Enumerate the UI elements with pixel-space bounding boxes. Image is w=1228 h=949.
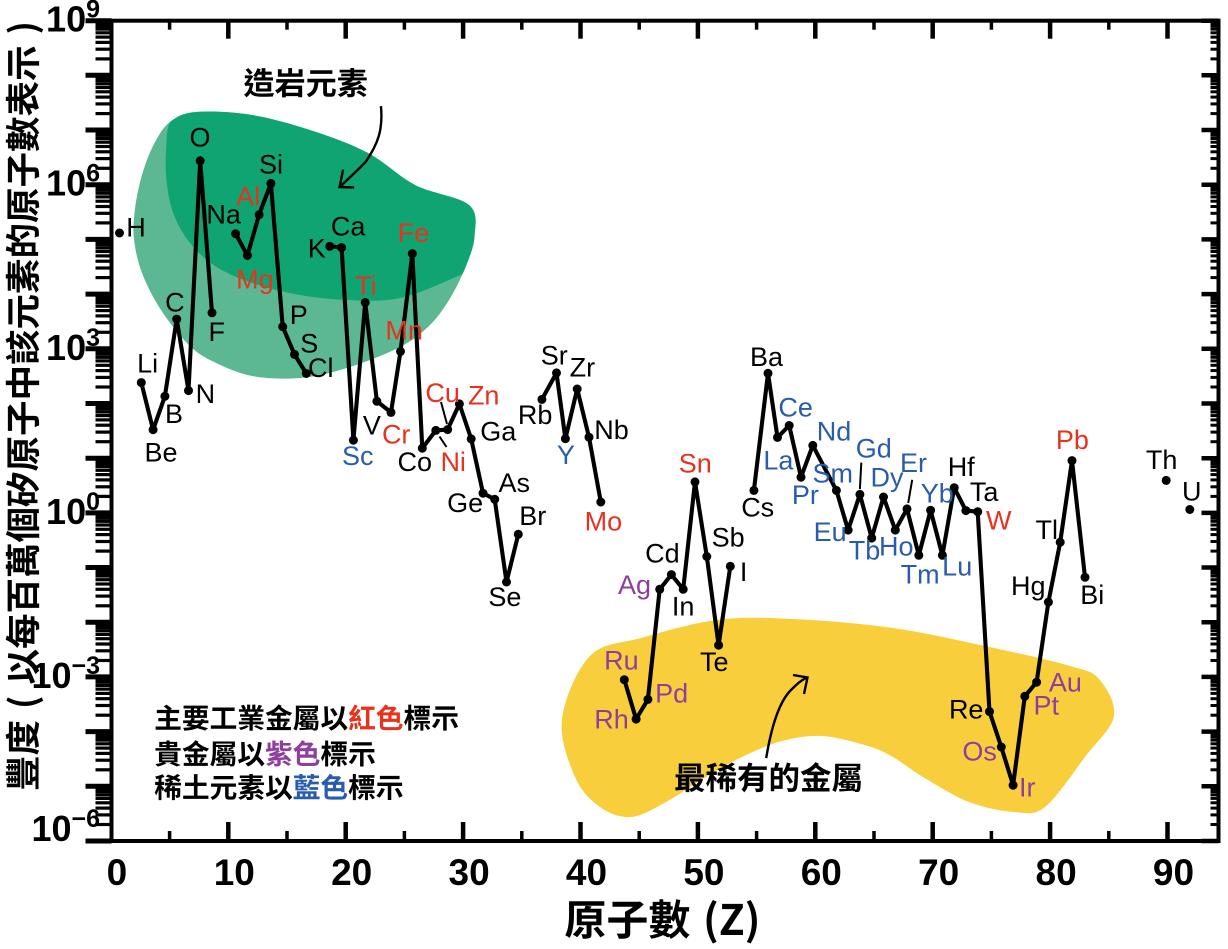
svg-text:Li: Li [137,349,158,379]
svg-text:10−3: 10−3 [31,652,100,696]
svg-text:Nb: Nb [594,415,629,445]
svg-text:Zr: Zr [570,353,595,383]
svg-text:Rh: Rh [594,705,629,735]
svg-text:Cl: Cl [308,353,334,383]
svg-text:Tb: Tb [849,536,881,566]
svg-text:Y: Y [557,440,575,470]
svg-text:Ca: Ca [331,211,366,241]
svg-text:Fe: Fe [398,218,430,248]
svg-text:Pd: Pd [655,678,688,708]
svg-text:Cs: Cs [741,493,774,523]
svg-text:P: P [290,300,308,330]
svg-text:Nd: Nd [817,416,852,446]
svg-text:In: In [672,591,695,621]
svg-text:Ge: Ge [447,488,483,518]
svg-text:Th: Th [1146,445,1178,475]
svg-text:Cu: Cu [425,378,460,408]
svg-text:Br: Br [519,501,546,531]
svg-text:K: K [308,234,326,264]
svg-text:Si: Si [259,149,283,179]
svg-text:50: 50 [683,852,724,893]
svg-text:Yb: Yb [921,479,954,509]
svg-text:Co: Co [398,447,433,477]
svg-text:Zn: Zn [468,381,500,411]
svg-text:Ti: Ti [355,271,377,301]
svg-text:Cr: Cr [382,420,411,450]
svg-text:30: 30 [449,852,490,893]
svg-text:C: C [165,287,185,317]
svg-text:V: V [363,411,381,441]
svg-text:60: 60 [801,852,842,893]
svg-text:Sm: Sm [812,459,853,489]
svg-text:Ag: Ag [618,570,651,600]
svg-text:Sr: Sr [541,341,568,371]
svg-text:Tl: Tl [1036,515,1059,545]
svg-text:Re: Re [949,694,984,724]
svg-text:Pb: Pb [1056,425,1089,455]
svg-text:Os: Os [962,736,997,766]
svg-text:Ru: Ru [604,646,639,676]
svg-text:O: O [189,122,210,152]
svg-text:Hf: Hf [948,452,975,482]
svg-text:F: F [209,317,226,347]
svg-text:Pr: Pr [792,480,819,510]
svg-text:Ga: Ga [480,416,517,446]
svg-text:106: 106 [46,160,100,204]
svg-text:W: W [986,506,1012,536]
svg-text:U: U [1182,477,1202,507]
svg-text:Tm: Tm [901,559,940,589]
svg-text:Mo: Mo [585,506,623,536]
svg-text:80: 80 [1036,852,1077,893]
svg-text:100: 100 [46,488,100,532]
svg-text:40: 40 [566,852,607,893]
svg-text:20: 20 [331,852,372,893]
svg-text:Ni: Ni [440,447,466,477]
svg-text:10: 10 [214,852,255,893]
svg-text:La: La [763,445,794,475]
svg-text:S: S [300,328,318,358]
svg-text:Ta: Ta [970,477,1000,507]
svg-text:Sb: Sb [712,522,745,552]
svg-text:Na: Na [206,199,241,229]
svg-text:I: I [740,557,748,587]
svg-text:N: N [196,379,216,409]
svg-text:Be: Be [144,438,177,468]
svg-text:Au: Au [1049,668,1082,698]
svg-text:Dy: Dy [871,463,904,493]
svg-text:H: H [126,213,146,243]
svg-text:Rb: Rb [518,400,553,430]
svg-text:Te: Te [700,647,729,677]
svg-text:Ce: Ce [778,392,813,422]
svg-text:90: 90 [1153,852,1194,893]
svg-text:As: As [498,468,530,498]
svg-text:10−6: 10−6 [31,805,100,849]
svg-text:Se: Se [488,582,521,612]
svg-text:Ba: Ba [750,342,784,372]
svg-text:0: 0 [107,852,128,893]
svg-text:B: B [165,399,183,429]
svg-text:Ho: Ho [879,532,914,562]
svg-text:Cd: Cd [645,539,680,569]
svg-text:Gd: Gd [856,434,892,464]
svg-text:Sn: Sn [679,448,712,478]
svg-text:Sc: Sc [342,441,374,471]
svg-text:Al: Al [236,182,260,212]
svg-text:103: 103 [46,324,100,368]
svg-text:109: 109 [46,0,100,40]
svg-text:Pt: Pt [1034,691,1060,721]
svg-text:Bi: Bi [1080,580,1104,610]
svg-text:Lu: Lu [942,551,972,581]
svg-text:Ir: Ir [1019,773,1036,803]
svg-text:70: 70 [918,852,959,893]
svg-text:Mg: Mg [236,265,274,295]
svg-text:Er: Er [900,448,927,478]
svg-text:Mn: Mn [385,316,423,346]
svg-text:Eu: Eu [814,517,847,547]
svg-text:Hg: Hg [1011,571,1046,601]
